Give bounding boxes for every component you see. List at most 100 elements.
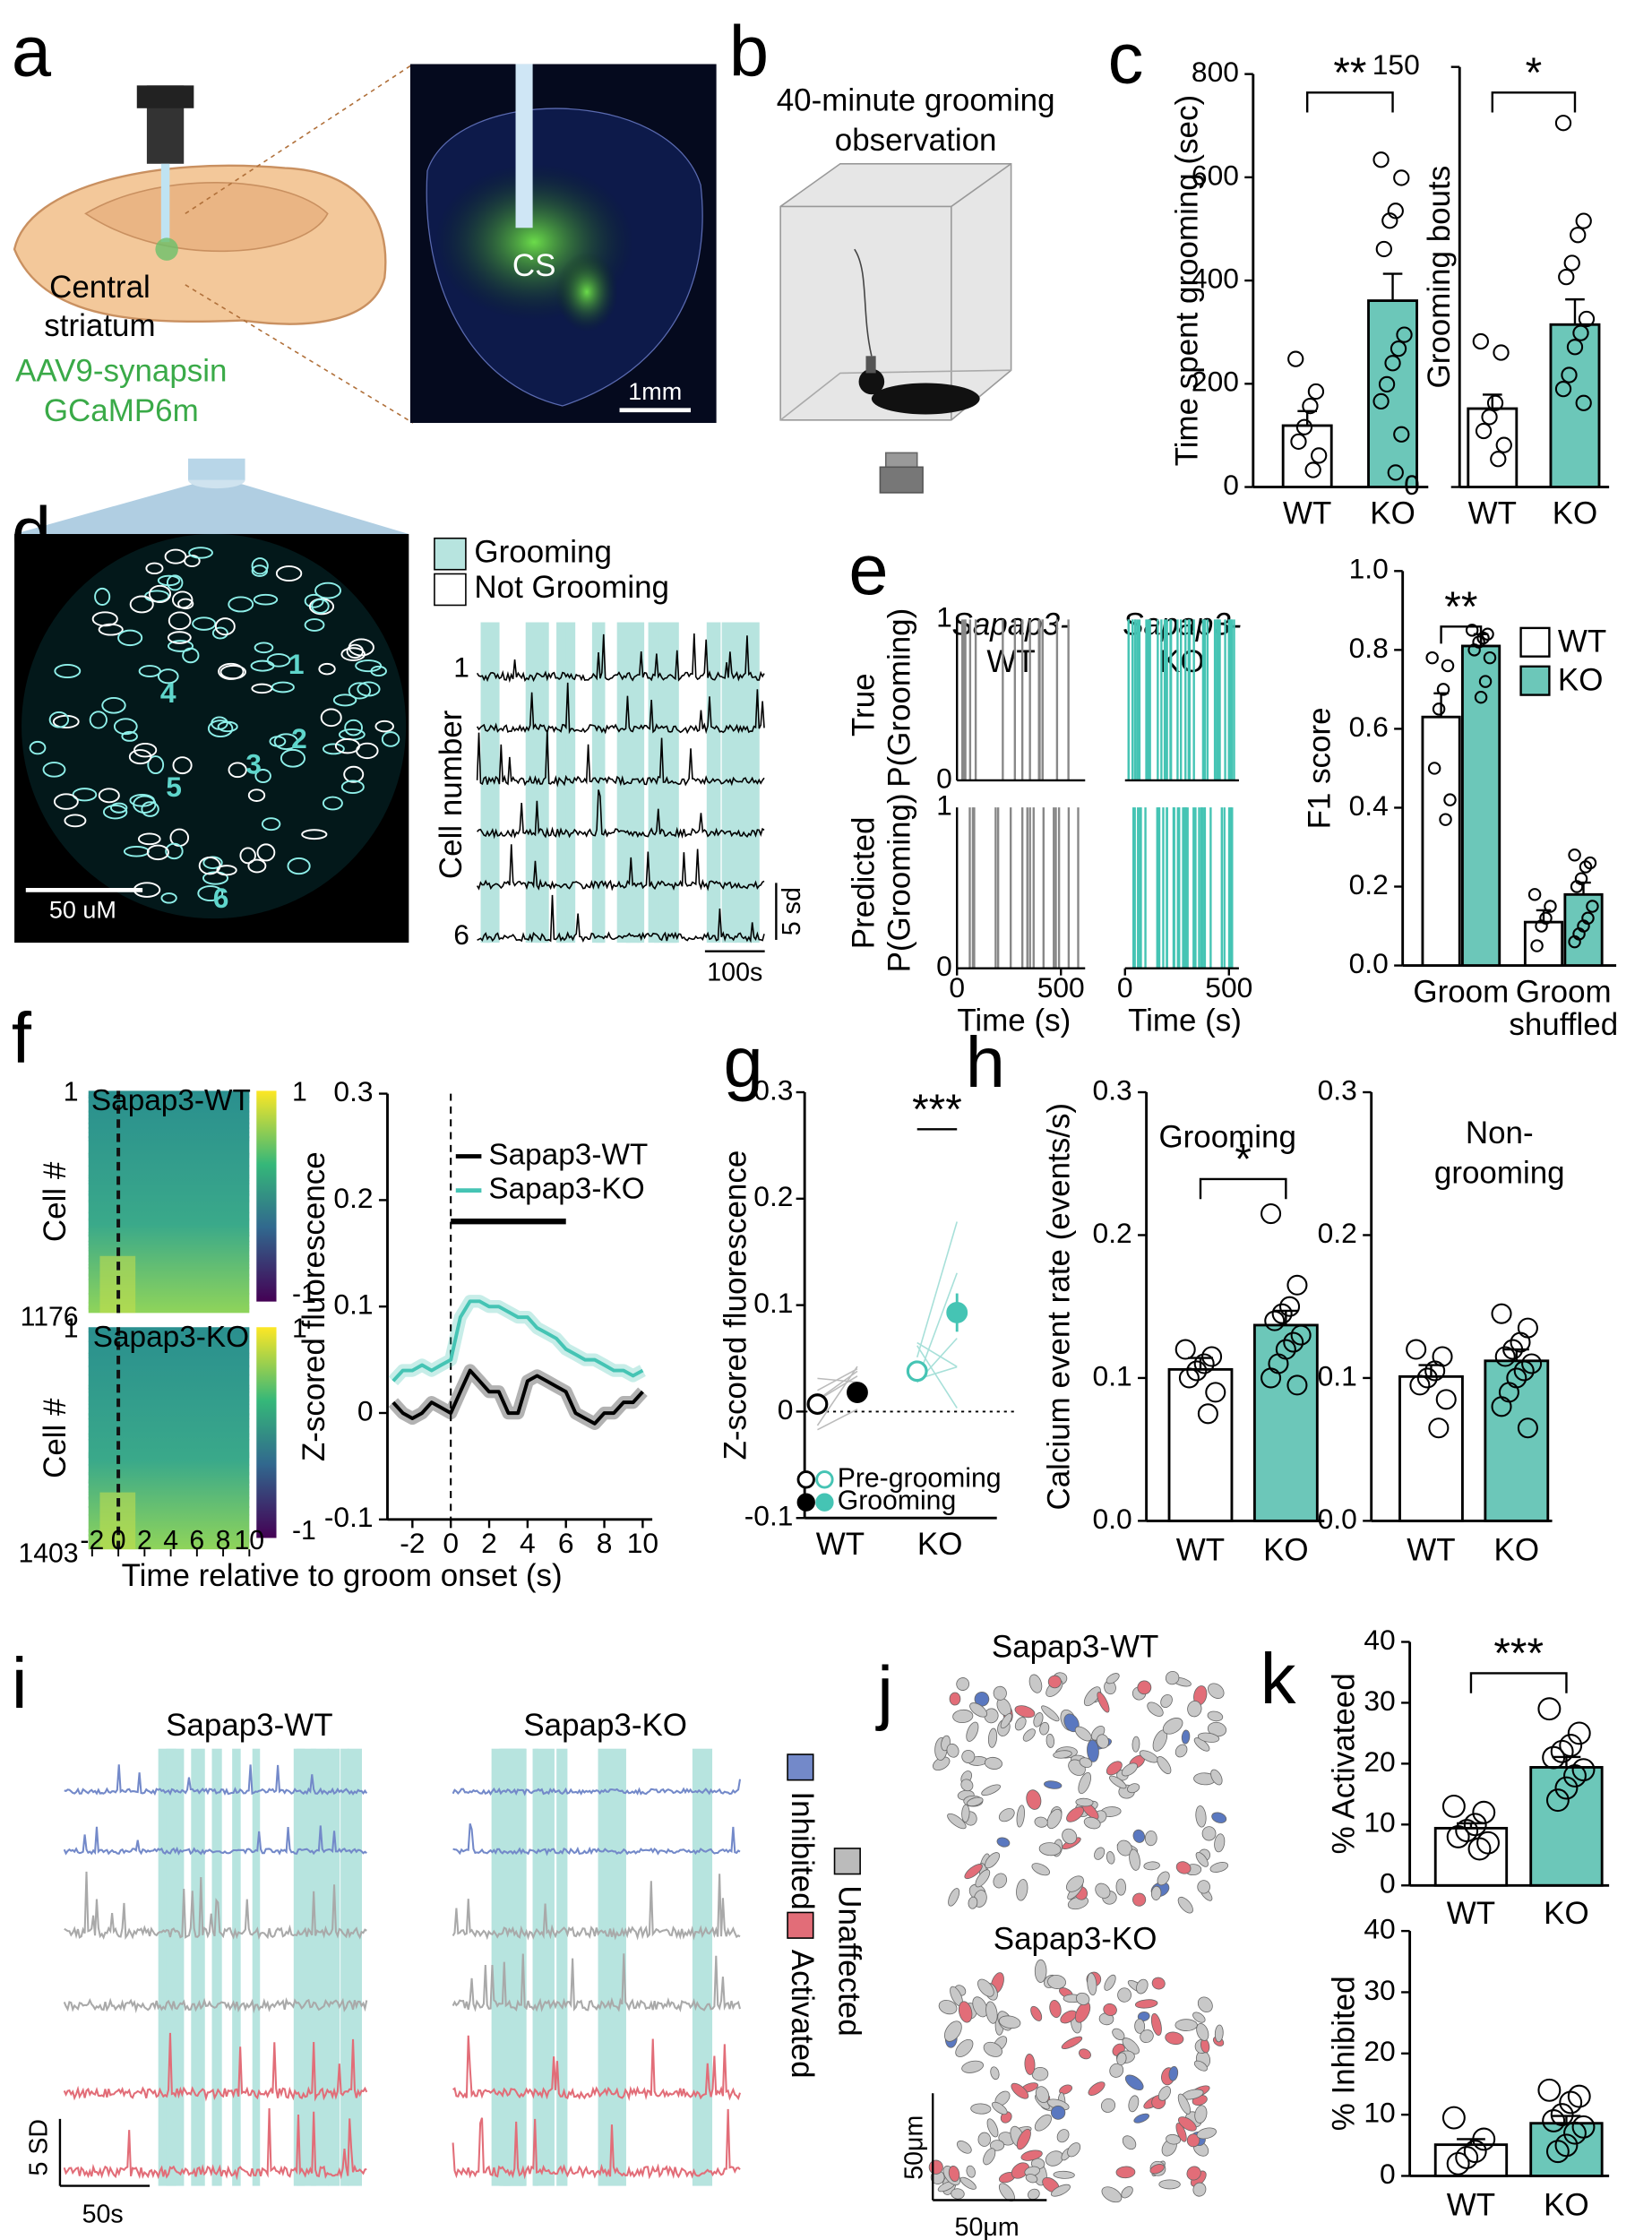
cell-footprint (998, 2015, 1021, 2029)
cell-footprint (969, 1702, 988, 1718)
cell-footprint (1116, 2052, 1127, 2066)
cell-footprint (1061, 2036, 1083, 2049)
y-axis-label: Grooming bouts (1422, 166, 1457, 389)
y-tick-label: 30 (1364, 1684, 1395, 1717)
cell-footprint (959, 2176, 977, 2190)
legend-swatch (796, 1470, 815, 1489)
grooming-band (598, 1748, 626, 2186)
cell-footprint (1207, 1710, 1224, 1722)
data-point (1295, 418, 1313, 435)
cell-footprint (986, 2118, 999, 2138)
cell-outline (101, 696, 126, 714)
scale-label: 50μm (900, 2115, 929, 2180)
significance-label: * (1235, 1135, 1252, 1183)
heatmap-title: Sapap3-KO (93, 1321, 249, 1354)
legend-swatch (434, 573, 467, 607)
y-tick-label: 0.2 (333, 1182, 373, 1214)
data-point (1205, 1382, 1226, 1403)
data-point (1467, 1837, 1492, 1861)
significance-label: *** (1493, 1630, 1544, 1677)
cell-footprint (1075, 1992, 1090, 2005)
cell-footprint (1137, 1680, 1152, 1695)
cell-footprint (1039, 1721, 1050, 1736)
data-point (847, 1382, 868, 1403)
cell-footprint (1168, 2065, 1179, 2081)
cell-outline (145, 562, 164, 575)
legend-label: KO (1558, 663, 1604, 698)
cell-footprint (1011, 2162, 1030, 2179)
grooming-band (340, 1748, 349, 2186)
data-point (1575, 394, 1592, 411)
cell-footprint (1097, 1692, 1110, 1713)
cell-footprint (1020, 2150, 1043, 2161)
axis-label: Time (s) (957, 1003, 1071, 1038)
data-point (1463, 2140, 1487, 2164)
chart-title: Non- (1466, 1116, 1534, 1150)
y-tick-label: 0 (357, 1394, 374, 1426)
grooming-band (692, 1748, 713, 2186)
data-point (1174, 1339, 1196, 1360)
cell-footprint (1087, 1972, 1097, 1996)
cell-footprint (1106, 1851, 1115, 1865)
grooming-band (734, 622, 748, 943)
cell-footprint (1165, 1670, 1180, 1685)
cell-outline (254, 769, 271, 784)
trace (477, 789, 765, 840)
data-point (1311, 447, 1328, 464)
data-point (1286, 1274, 1308, 1296)
cell-footprint (1157, 1871, 1170, 1886)
cell-outline (348, 682, 372, 700)
arena-illustration (779, 162, 1012, 494)
cell-outline (271, 681, 295, 694)
cell-footprint (977, 1978, 994, 1997)
cell-outline (250, 659, 275, 672)
cell-outline (146, 844, 169, 861)
cell-footprint (967, 1796, 984, 1807)
tick-label: 0 (936, 762, 952, 794)
axis-label: Cell number (434, 710, 469, 879)
cell-footprint (1079, 2048, 1091, 2060)
grooming-band (486, 622, 500, 943)
cell-id: 5 (166, 771, 182, 803)
data-point (1559, 1734, 1583, 1757)
cell-footprint (1127, 1783, 1140, 1794)
x-tick-label: KO (1553, 496, 1598, 531)
cell-footprint (1121, 2186, 1133, 2199)
data-point (1290, 433, 1307, 450)
data-point (946, 1302, 968, 1323)
virus-label: GCaMP6m (44, 393, 199, 428)
data-point (1561, 366, 1578, 383)
cell-outline (197, 885, 224, 901)
y-tick-label: 600 (1192, 159, 1239, 191)
cell-footprint (1088, 2081, 1106, 2096)
x-tick-label: 2 (481, 1527, 497, 1559)
scale-label: 50 uM (49, 896, 116, 923)
cell-outline (188, 547, 213, 559)
cell-outline (133, 742, 158, 758)
tick-label: 500 (1205, 971, 1252, 1004)
cell-footprint (1031, 2066, 1049, 2081)
x-tick-label: shuffled (1509, 1007, 1618, 1042)
x-tick-label: 4 (520, 1527, 536, 1559)
cell-footprint (1049, 2000, 1062, 2019)
paired-line (916, 1345, 958, 1409)
cell-id: 1 (288, 648, 305, 680)
x-tick-label: 10 (627, 1527, 658, 1559)
cell-footprint (1095, 1882, 1111, 1899)
cell-outline (254, 642, 274, 654)
data-point (1472, 1800, 1496, 1824)
y-tick-label: 0.1 (333, 1288, 373, 1321)
data-point (1396, 326, 1413, 343)
bar (1467, 407, 1519, 488)
trace (64, 1764, 368, 1796)
cell-footprint (1016, 1879, 1028, 1901)
cell-footprint (1075, 1797, 1094, 1807)
cell-footprint (1175, 1861, 1192, 1874)
cell-outline (374, 719, 394, 733)
cell-footprint (998, 1808, 1015, 1822)
x-tick-label: KO (917, 1527, 963, 1562)
data-point (1443, 793, 1457, 806)
cell-footprint (977, 2132, 992, 2147)
cell-footprint (975, 1869, 991, 1888)
cell-footprint (1209, 1862, 1229, 1873)
